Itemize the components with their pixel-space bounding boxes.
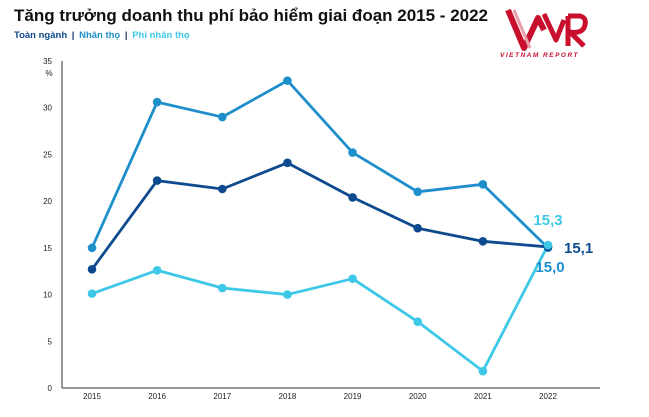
- y-tick-label: 0: [48, 384, 53, 393]
- data-point-toan-nganh: [152, 176, 162, 185]
- series-line-toan-nganh: [90, 161, 549, 271]
- data-point-phi-nhan-tho: [87, 289, 97, 298]
- x-tick-label: 2017: [213, 392, 231, 401]
- y-tick-label: 30: [43, 104, 52, 113]
- legend-item-nhan-tho: Nhân thọ: [79, 30, 121, 41]
- legend: Toàn ngành | Nhân thọ | Phi nhân thọ: [14, 30, 190, 41]
- x-tick-label: 2022: [539, 392, 557, 401]
- x-tick-label: 2015: [83, 392, 101, 401]
- legend-item-phi-nhan-tho: Phi nhân thọ: [132, 30, 190, 41]
- y-tick-label: 10: [43, 291, 52, 300]
- y-tick-label: 35: [43, 57, 52, 66]
- x-tick-label: 2018: [279, 392, 297, 401]
- data-point-nhan-tho: [478, 180, 488, 189]
- series-line-phi-nhan-tho: [91, 244, 550, 373]
- data-point-phi-nhan-tho: [413, 317, 423, 326]
- y-tick-label: 15: [43, 244, 52, 253]
- data-label: 15,0: [535, 259, 564, 276]
- y-axis-unit: %: [45, 69, 52, 78]
- data-point-phi-nhan-tho: [152, 265, 162, 275]
- logo-subtitle: VIETNAM REPORT: [500, 52, 580, 59]
- data-point-phi-nhan-tho: [478, 366, 488, 376]
- data-point-toan-nganh: [478, 237, 488, 246]
- data-point-nhan-tho: [283, 76, 292, 85]
- x-tick-label: 2020: [409, 392, 427, 401]
- data-point-nhan-tho: [413, 187, 423, 197]
- y-tick-label: 25: [43, 150, 52, 159]
- data-point-toan-nganh: [87, 265, 97, 274]
- data-point-nhan-tho: [87, 243, 97, 253]
- data-point-toan-nganh: [217, 184, 227, 194]
- y-tick-label: 5: [48, 337, 53, 346]
- data-point-toan-nganh: [413, 223, 423, 233]
- data-point-phi-nhan-tho: [348, 274, 357, 283]
- data-label: 15,3: [533, 212, 562, 229]
- data-label: 15,1: [564, 240, 593, 257]
- x-tick-label: 2021: [474, 392, 492, 401]
- data-point-phi-nhan-tho: [217, 283, 227, 293]
- data-point-toan-nganh: [348, 193, 357, 202]
- x-tick-label: 2016: [148, 392, 166, 401]
- legend-separator: |: [124, 30, 128, 41]
- legend-separator: |: [71, 30, 75, 41]
- data-point-nhan-tho: [152, 97, 162, 107]
- data-point-toan-nganh: [283, 158, 292, 168]
- series-line-nhan-tho: [90, 79, 549, 249]
- data-point-phi-nhan-tho: [543, 240, 553, 250]
- data-point-phi-nhan-tho: [283, 290, 292, 299]
- x-tick-label: 2019: [344, 392, 362, 401]
- data-point-nhan-tho: [217, 112, 227, 122]
- vnr-logo-icon: [505, 8, 588, 51]
- data-point-nhan-tho: [348, 148, 357, 157]
- y-tick-label: 20: [43, 197, 52, 206]
- legend-item-toan-nganh: Toàn ngành: [14, 30, 68, 41]
- chart-title: Tăng trưởng doanh thu phí bảo hiểm giai …: [14, 6, 489, 25]
